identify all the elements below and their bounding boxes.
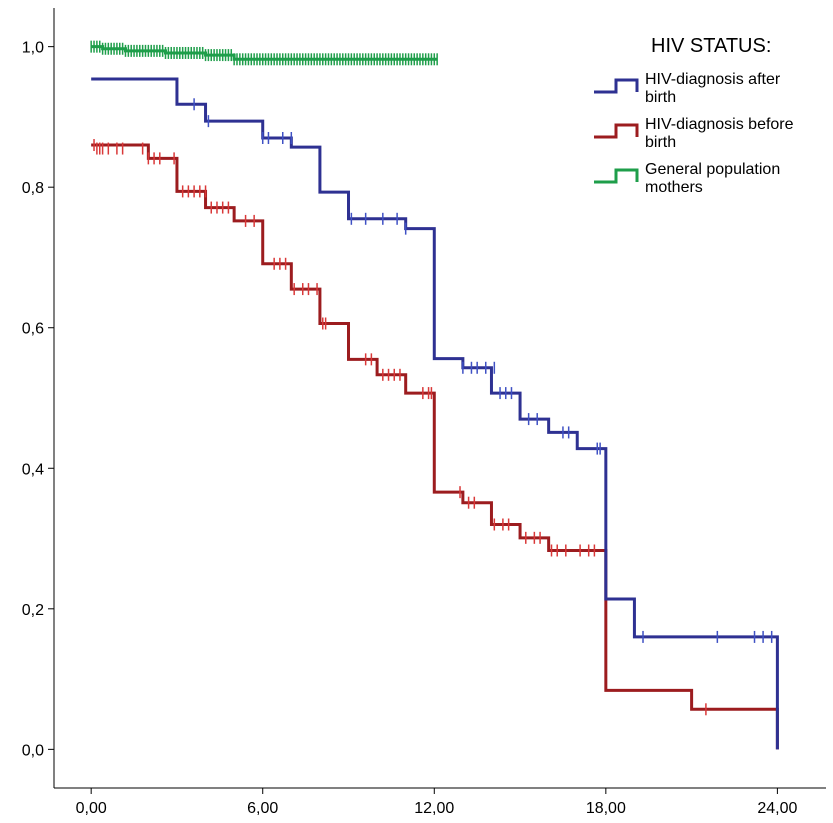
x-ticks: 0,00 6,00 12,00 18,00 24,00: [76, 788, 798, 817]
survival-curve: [91, 143, 779, 750]
axes: 0,00 6,00 12,00 18,00 24,00 0,0 0,2 0,4 0,6 0,8 1…: [22, 8, 826, 817]
legend-label: HIV-diagnosis before birth: [645, 116, 794, 151]
y-tick-label: 0,8: [22, 180, 44, 197]
x-tick-label: 12,00: [414, 800, 454, 817]
x-tick-label: 6,00: [247, 800, 278, 817]
legend-swatch: [594, 123, 639, 139]
legend-swatch: [594, 168, 639, 184]
legend-swatch: [594, 78, 639, 94]
series-group: [91, 139, 779, 750]
legend-items: HIV-diagnosis after birth HIV-diagnosis be…: [594, 71, 794, 196]
x-tick-label: 0,00: [76, 800, 107, 817]
x-tick-label: 24,00: [757, 800, 797, 817]
y-tick-label: 0,0: [22, 742, 44, 759]
legend-label: General population mothers: [645, 161, 780, 196]
plot-area: [90, 40, 779, 750]
legend-title: HIV STATUS:: [651, 35, 771, 57]
y-tick-label: 1,0: [22, 40, 44, 57]
legend: HIV STATUS: HIV-diagnosis after birthHIV-…: [594, 35, 794, 196]
legend-label: HIV-diagnosis after birth: [645, 71, 781, 106]
y-tick-label: 0,4: [22, 461, 44, 478]
x-tick-label: 18,00: [586, 800, 626, 817]
y-tick-label: 0,6: [22, 321, 44, 338]
series-group: [90, 40, 438, 66]
y-tick-label: 0,2: [22, 602, 44, 619]
survival-curve: [91, 77, 779, 750]
series-group: [91, 77, 779, 750]
y-ticks: 0,0 0,2 0,4 0,6 0,8 1,0: [22, 40, 54, 759]
